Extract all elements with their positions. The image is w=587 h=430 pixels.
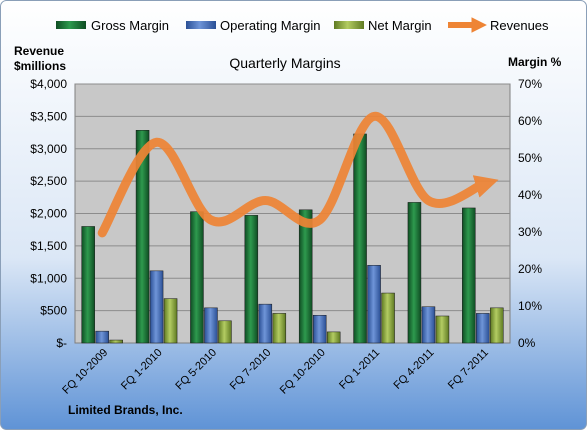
bar-net-margin [272,313,287,344]
bar-operating-margin [95,330,109,344]
right-axis-tick-label: 70% [518,77,542,91]
bar-gross-margin [462,207,476,344]
right-axis-title: Margin % [508,55,562,69]
left-axis-tick-label: $3,500 [30,109,67,123]
bar-net-margin [163,298,178,344]
bar-operating-margin [149,270,164,344]
bar-gross-margin [81,226,95,344]
bar-operating-margin [258,303,273,344]
plot-area: $- $500 $1,000 $1,500 $2,000 $2,500 $3,000 $3,5… [30,77,542,397]
left-axis-tick-label: $500 [40,304,67,318]
left-axis-tick-label: $1,500 [30,239,67,253]
right-axis-tick-label: 30% [518,225,542,239]
left-axis-title-line1: Revenue [14,44,64,58]
line-revenues [97,111,499,238]
legend-label-operating-margin: Operating Margin [220,18,320,33]
left-axis-tick-label: $2,000 [30,207,67,221]
bar-net-margin [381,292,395,344]
bar-gross-margin [135,130,150,344]
bar-gross-margin [353,133,367,344]
right-axis-tick-label: 40% [518,188,542,202]
bar-gross-margin [190,211,204,344]
bar-operating-margin [312,315,327,344]
right-axis-tick-label: 0% [518,336,536,350]
bar-operating-margin [367,265,381,344]
left-axis-tick-label: $3,000 [30,142,67,156]
bar-net-margin [435,315,450,344]
bar-gross-margin [298,209,313,344]
right-axis-tick-label: 50% [518,151,542,165]
bar-net-margin [326,331,341,344]
bar-operating-margin [476,313,490,344]
left-axis-tick-label: $2,500 [30,174,67,188]
bar-gross-margin [407,202,422,344]
legend-label-gross-margin: Gross Margin [91,18,169,33]
bar-net-margin [109,339,123,344]
right-axis-tick-label: 20% [518,262,542,276]
bar-operating-margin [204,307,218,344]
left-axis-title-line2: $millions [14,59,66,73]
bar-net-margin [218,320,232,344]
legend: Gross Margin Operating Margin Net Margin… [56,17,549,33]
legend-swatch-net-margin [334,21,364,29]
bar-net-margin [490,307,504,344]
legend-swatch-gross-margin [56,21,86,29]
right-axis-tick-label: 60% [518,114,542,128]
bar-operating-margin [421,306,436,344]
chart-title: Quarterly Margins [229,55,340,71]
legend-swatch-operating-margin [186,21,216,29]
legend-label-net-margin: Net Margin [368,18,432,33]
left-axis-tick-label: $4,000 [30,77,67,91]
right-axis-tick-label: 10% [518,299,542,313]
left-axis-tick-label: $1,000 [30,271,67,285]
legend-label-revenues: Revenues [490,18,549,33]
left-axis-tick-label: $- [56,336,67,350]
company-name: Limited Brands, Inc. [68,403,183,417]
bar-gross-margin [244,215,259,344]
